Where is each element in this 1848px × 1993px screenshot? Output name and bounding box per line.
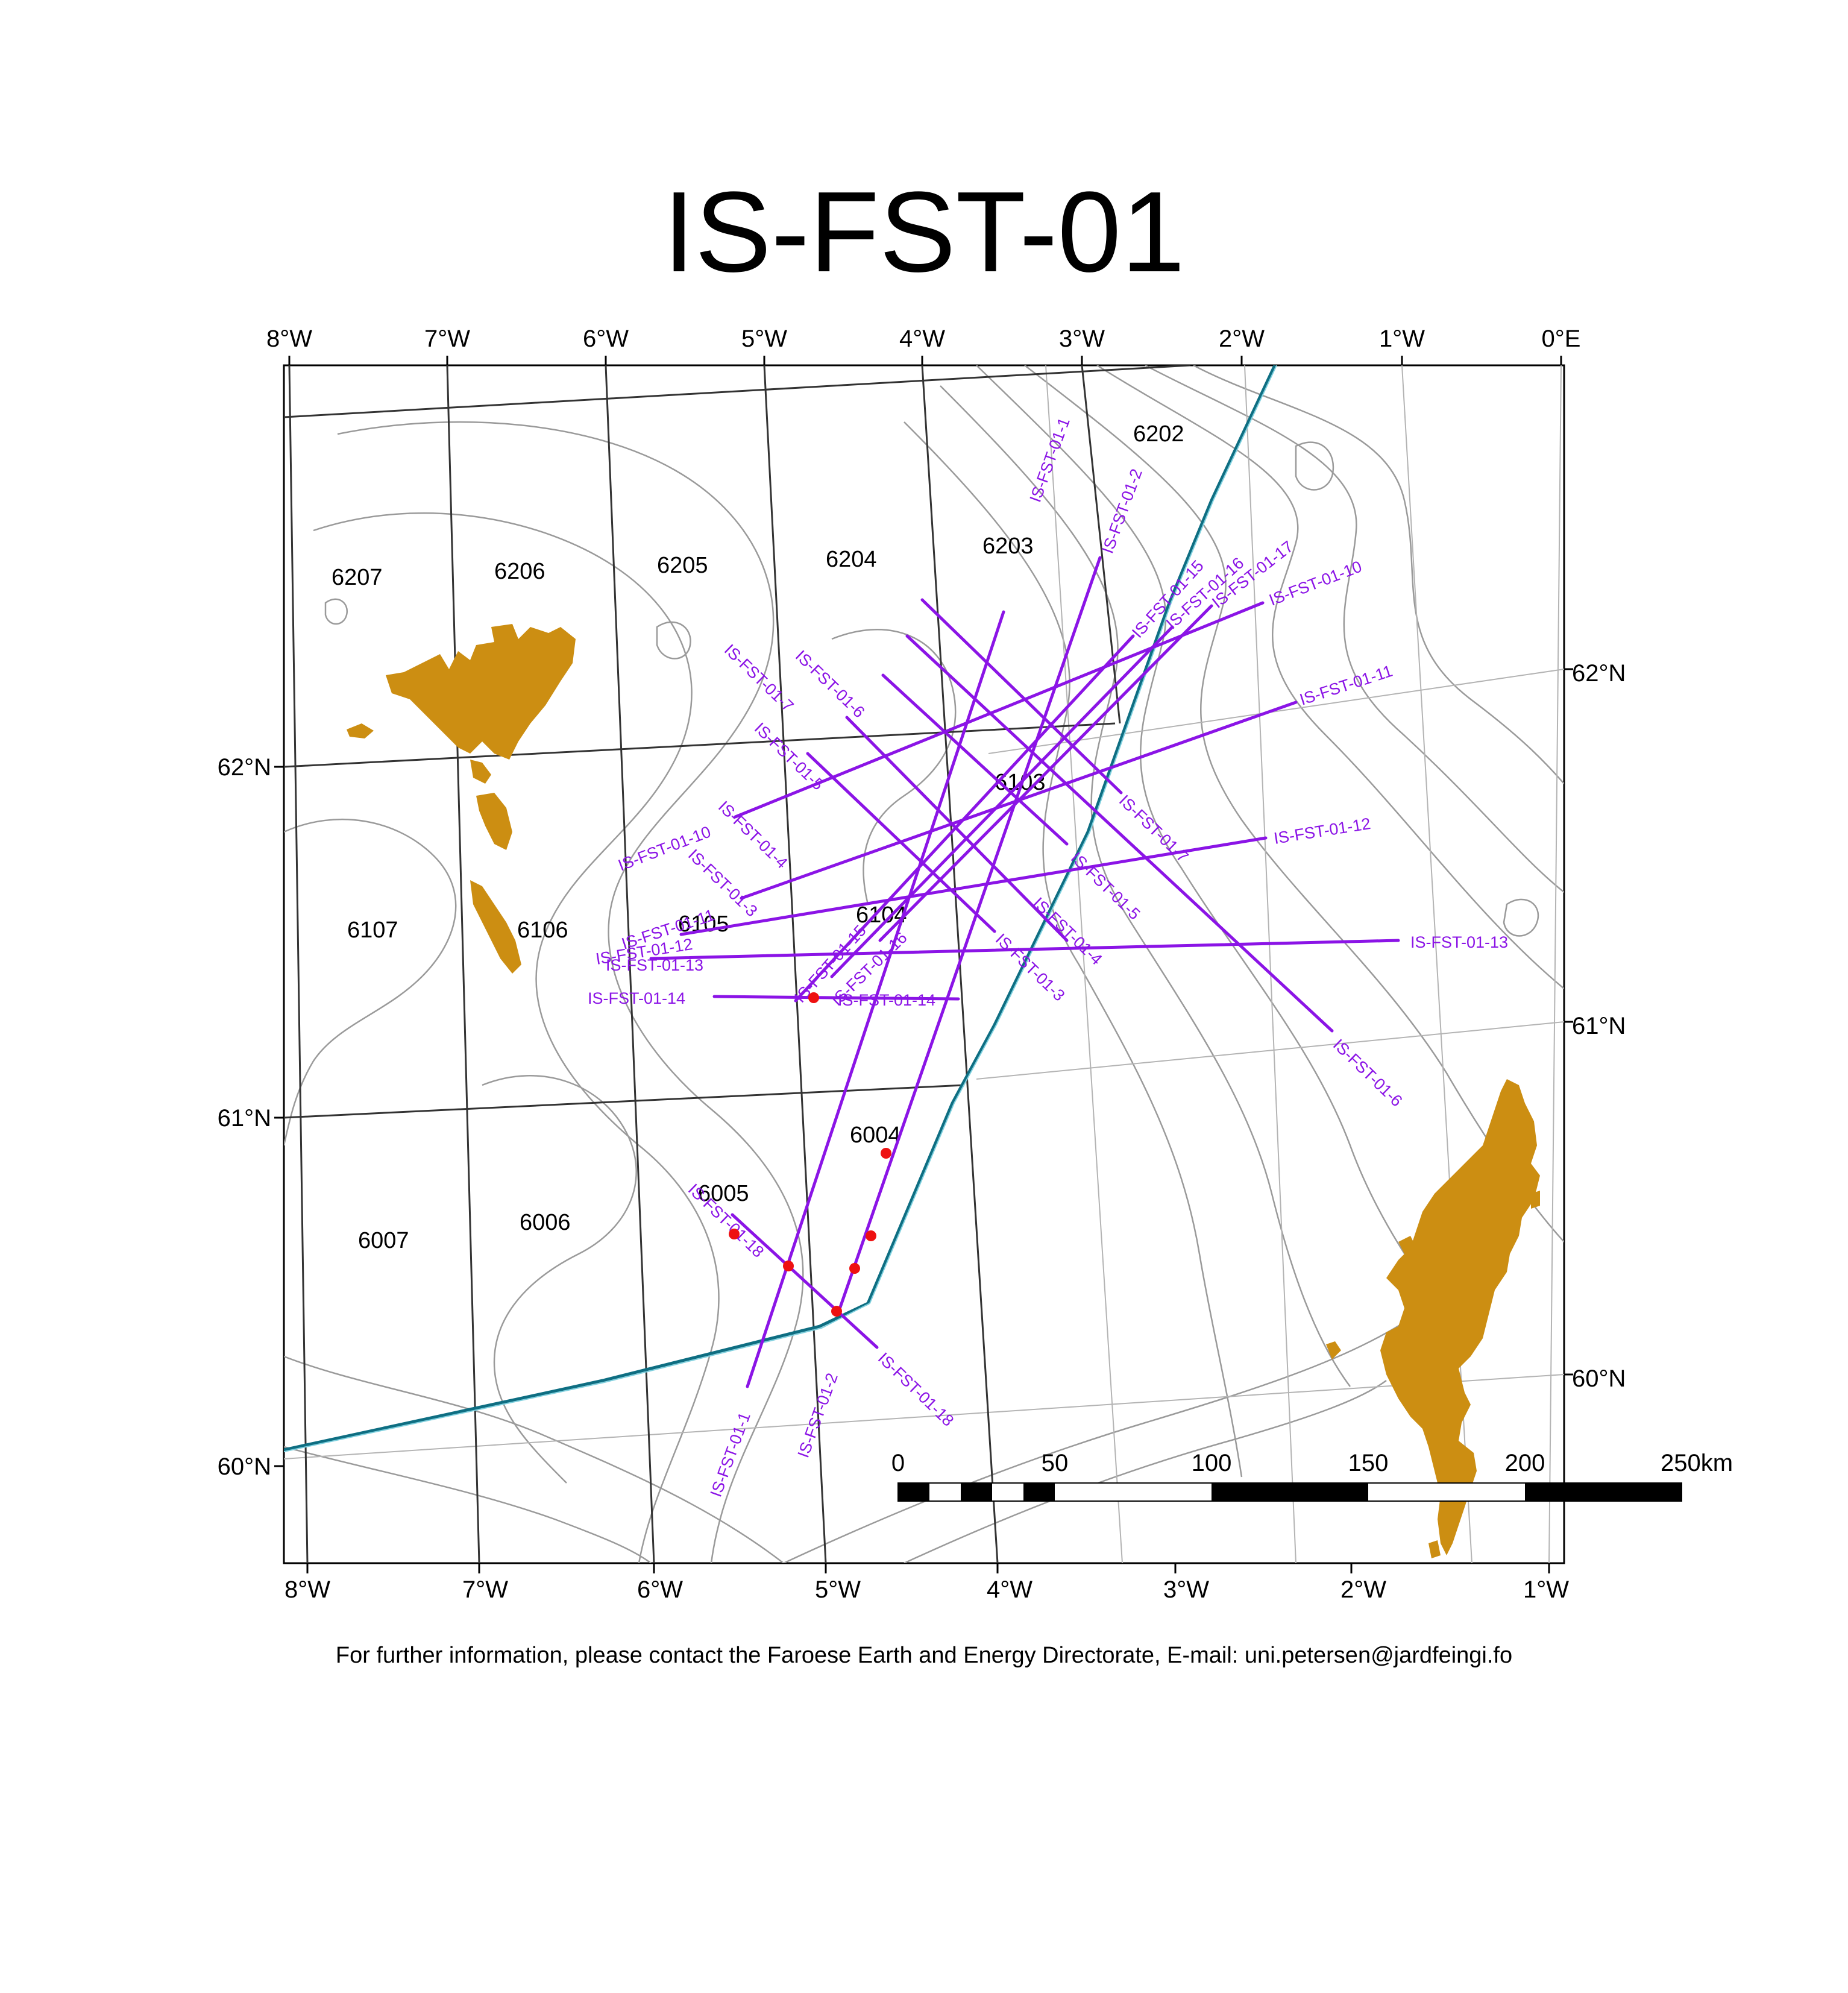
lon-label: 5°W [815,1576,861,1603]
bathymetry-contours [284,365,1564,1563]
lat-label: 60°N [218,1453,271,1480]
seismic-line-5[interactable] [881,673,1069,846]
lat-label: 62°N [218,754,271,781]
seismic-lines [649,556,1400,1388]
seismic-line-14[interactable] [712,995,960,1001]
line-label: IS-FST-01-13 [1410,933,1508,951]
graticule [284,365,1564,1563]
map-frame [283,364,1565,1564]
lon-label: 2°W [1340,1576,1386,1603]
lon-label: 4°W [987,1576,1032,1603]
well-marker[interactable] [808,992,819,1003]
seismic-line-16[interactable] [830,625,1174,978]
block-label: 6207 [332,565,383,590]
lon-label: 6°W [637,1576,683,1603]
well-marker[interactable] [831,1306,842,1317]
block-label: 6202 [1133,421,1184,447]
line-label: IS-FST-01-14 [588,989,685,1007]
lat-label: 61°N [218,1105,271,1132]
block-label: 6005 [698,1181,749,1206]
seismic-line-10[interactable] [734,601,1265,819]
lon-label: 0°E [1542,326,1581,352]
scale-label: 50 [1042,1450,1069,1476]
seismic-line-12[interactable] [679,836,1268,936]
line-label: IS-FST-01-14 [838,991,935,1009]
block-label: 6204 [826,547,877,572]
scale-label: 100 [1192,1450,1232,1476]
lon-label: 3°W [1059,326,1105,352]
scale-label: 150 [1348,1450,1389,1476]
lon-label: 8°W [266,326,312,352]
map-title: IS-FST-01 [663,168,1185,296]
well-marker[interactable] [849,1263,860,1274]
lon-label: 8°W [284,1576,330,1603]
line-label: IS-FST-01-13 [606,956,703,974]
scale-label: 250km [1661,1450,1733,1476]
lon-label: 6°W [583,326,629,352]
seismic-line-6[interactable] [905,634,1334,1033]
median-line-boundary [284,365,1277,1452]
lon-label: 5°W [741,326,787,352]
block-label: 6004 [850,1122,901,1148]
block-label: 6203 [982,534,1034,559]
lon-label: 2°W [1219,326,1265,352]
well-marker[interactable] [881,1148,891,1159]
well-marker[interactable] [783,1261,794,1271]
seismic-line-4[interactable] [845,716,1069,942]
seismic-line-2[interactable] [836,556,1102,1316]
seismic-line-15[interactable] [794,634,1135,1003]
seismic-line-17[interactable] [878,604,1213,942]
wells [729,992,891,1317]
lon-label: 3°W [1163,1576,1209,1603]
scale-bar: 0 50 100 150 200 250km [891,1450,1733,1502]
block-label: 6106 [517,918,568,943]
left-latitude-labels: 62°N 61°N 60°N [218,754,271,1480]
right-latitude-labels: 62°N 61°N 60°N [1572,660,1626,1392]
block-label: 6007 [358,1228,409,1253]
bottom-longitude-labels: 8°W 7°W 6°W 5°W 4°W 3°W 2°W 1°W [284,1576,1569,1603]
lon-label: 4°W [899,326,945,352]
well-marker[interactable] [729,1229,740,1239]
lon-label: 1°W [1379,326,1425,352]
faroe-islands [347,624,576,974]
well-marker[interactable] [866,1230,876,1241]
top-longitude-labels: 8°W 7°W 6°W 5°W 4°W 3°W 2°W 1°W 0°E [266,326,1580,352]
contact-footer: For further information, please contact … [335,1643,1513,1668]
block-label: 6205 [657,553,708,578]
block-label: 6107 [347,918,398,943]
scale-label: 200 [1505,1450,1545,1476]
lat-label: 61°N [1572,1013,1626,1039]
lat-label: 62°N [1572,660,1626,687]
frame-ticks [274,356,1573,1573]
block-label: 6206 [494,559,545,584]
seismic-line-18[interactable] [731,1213,879,1349]
seismic-line-7[interactable] [920,598,1123,795]
scale-label: 0 [891,1450,905,1476]
lon-label: 7°W [462,1576,508,1603]
shetland-islands [1326,1079,1540,1558]
block-label: 6006 [520,1210,571,1235]
lon-label: 1°W [1523,1576,1569,1603]
lat-label: 60°N [1572,1365,1626,1392]
lon-label: 7°W [424,326,470,352]
seismic-line-13[interactable] [649,939,1400,960]
